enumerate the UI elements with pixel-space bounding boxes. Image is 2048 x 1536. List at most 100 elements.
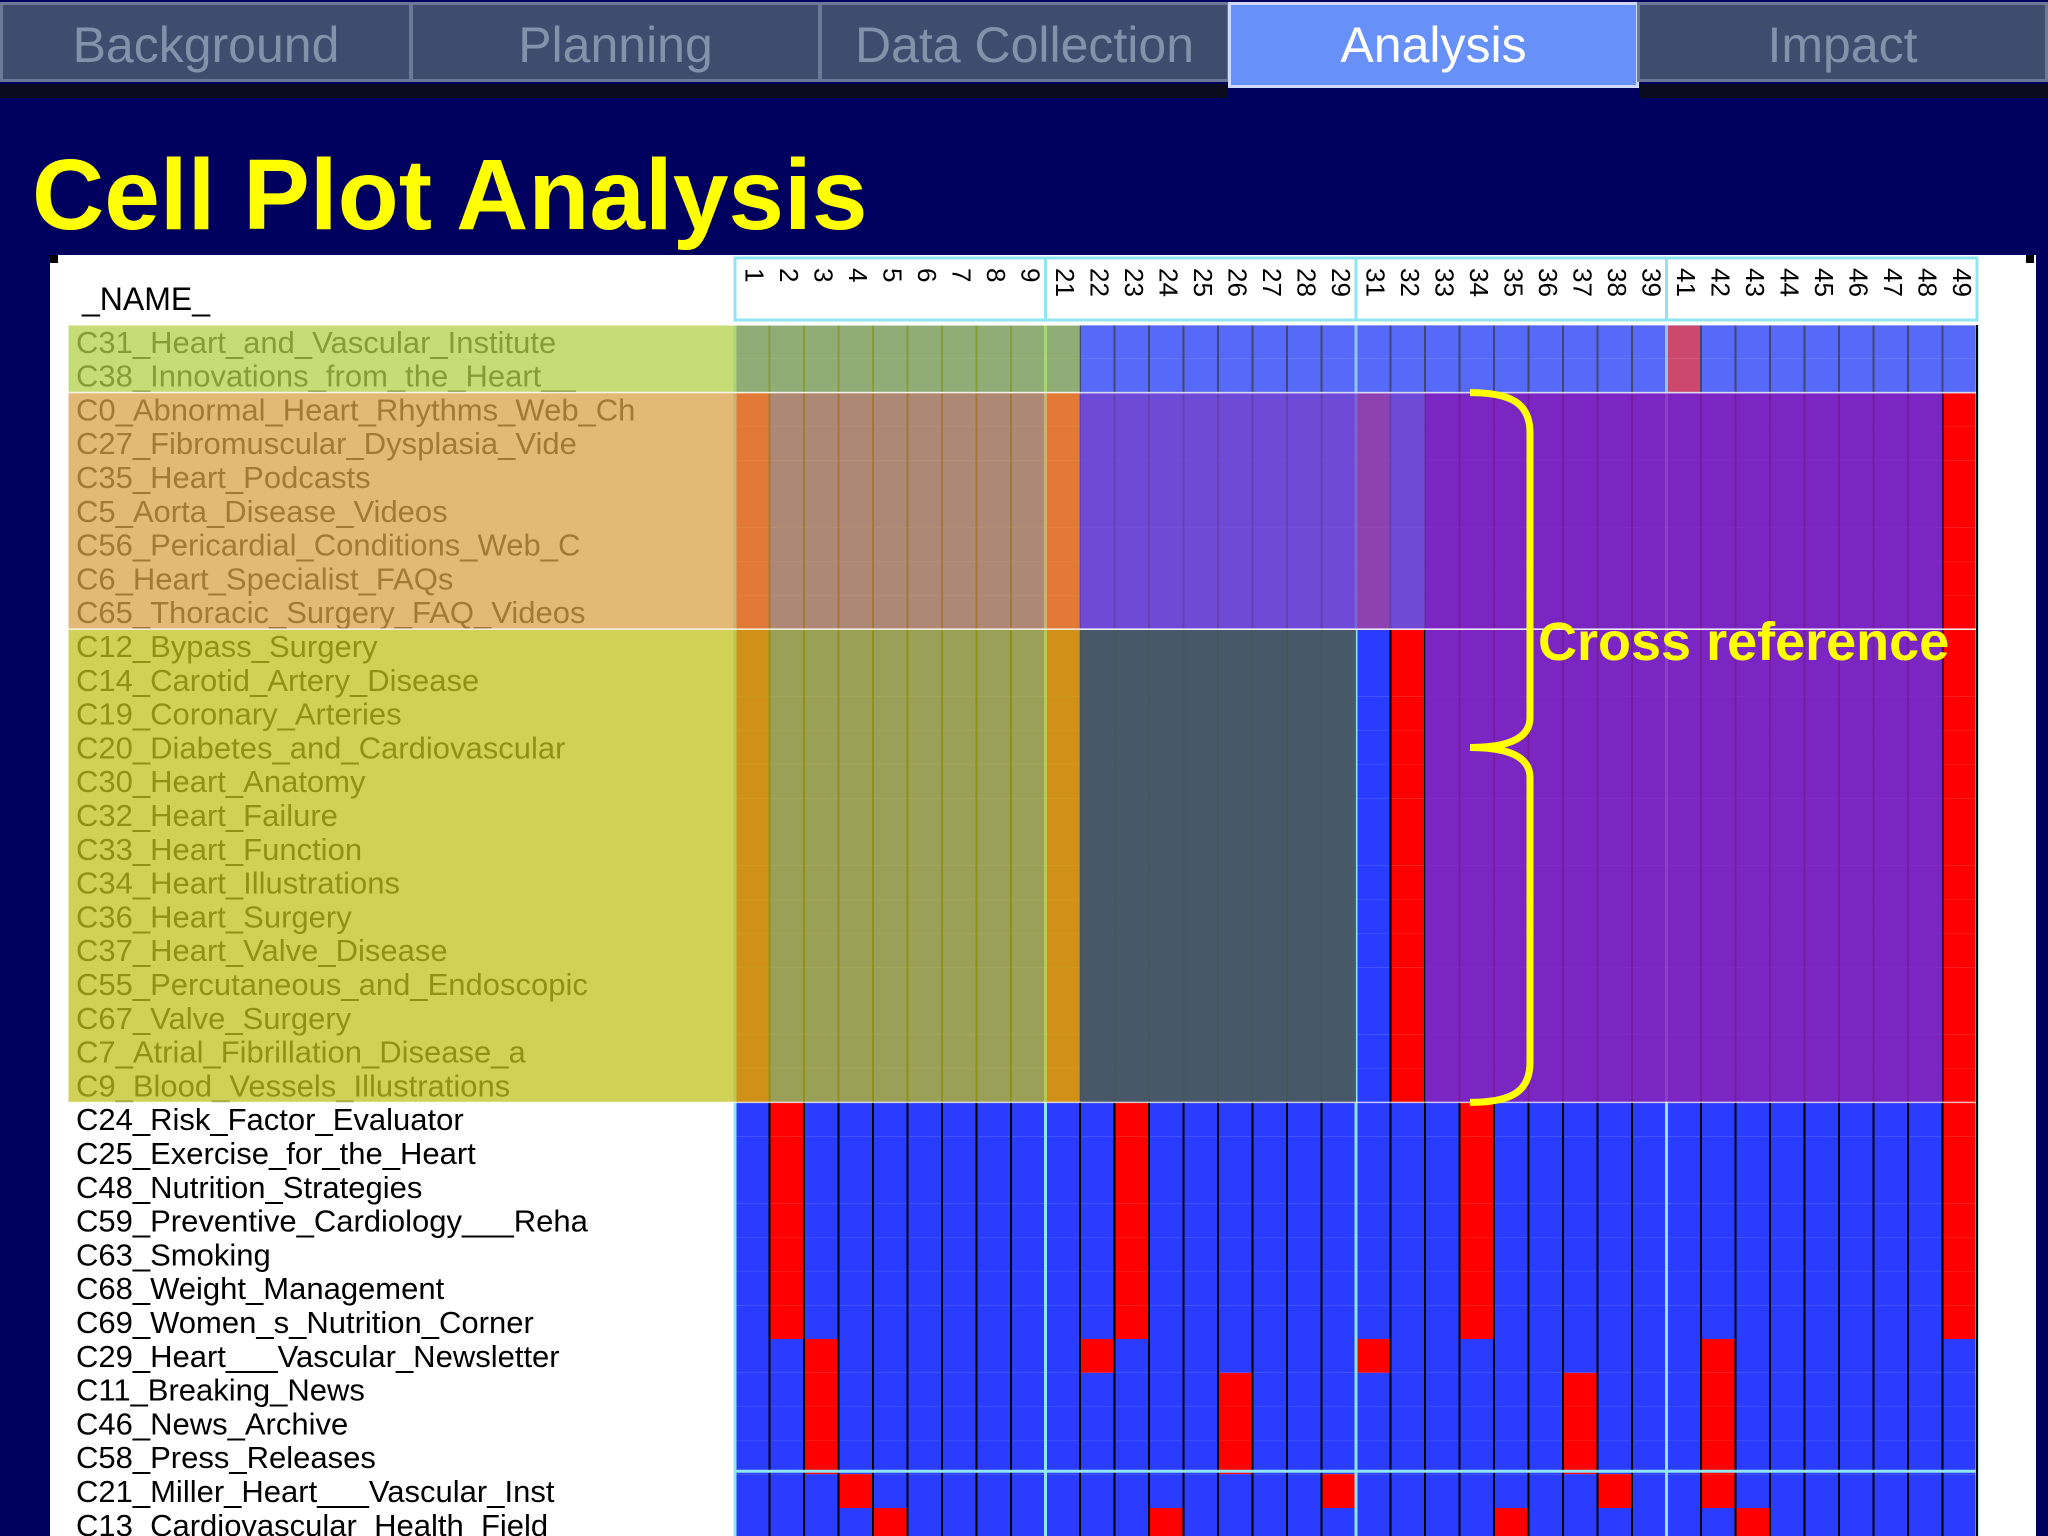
plot-cell xyxy=(873,1271,908,1306)
plot-cell xyxy=(1287,1203,1322,1238)
plot-cell xyxy=(1701,1339,1736,1373)
plot-cell xyxy=(1701,1136,1736,1170)
plot-cell xyxy=(1356,1406,1391,1441)
plot-cell xyxy=(1425,1508,1460,1536)
plot-cell xyxy=(1321,1271,1356,1306)
plot-cell xyxy=(1425,1372,1460,1407)
plot-cell xyxy=(1218,1508,1253,1536)
plot-cell xyxy=(1390,967,1425,1001)
plot-cell xyxy=(1218,1136,1253,1170)
column-label: 48 xyxy=(1912,268,1942,297)
plot-cell xyxy=(1218,1406,1253,1441)
plot-cell xyxy=(1839,1305,1874,1339)
plot-cell xyxy=(1804,1136,1839,1170)
plot-cell xyxy=(1632,1170,1667,1204)
plot-cell xyxy=(1735,1237,1770,1272)
plot-cell xyxy=(1218,325,1253,359)
plot-cell xyxy=(907,1508,942,1536)
plot-cell xyxy=(735,1170,770,1204)
plot-cell xyxy=(1942,527,1977,562)
plot-cell xyxy=(769,1474,804,1508)
plot-cell xyxy=(1839,1237,1874,1272)
plot-cell xyxy=(1666,1203,1701,1238)
tab-data-collection[interactable]: Data Collection xyxy=(819,2,1230,82)
plot-cell xyxy=(976,1102,1011,1137)
plot-cell xyxy=(1528,1372,1563,1407)
plot-cell xyxy=(1390,764,1425,799)
plot-cell xyxy=(1459,1136,1494,1170)
plot-cell xyxy=(1873,1474,1908,1508)
plot-cell xyxy=(1701,1372,1736,1407)
plot-cell xyxy=(1735,1440,1770,1475)
plot-cell xyxy=(1770,358,1805,393)
plot-cell xyxy=(1252,1170,1287,1204)
plot-cell xyxy=(1080,1508,1115,1536)
plot-cell xyxy=(1459,1339,1494,1373)
plot-cell xyxy=(1321,358,1356,393)
tab-analysis[interactable]: Analysis xyxy=(1228,2,1639,88)
plot-cell xyxy=(1873,1102,1908,1137)
highlight-band xyxy=(68,325,1080,393)
plot-cell xyxy=(1149,1271,1184,1306)
plot-cell xyxy=(735,1271,770,1306)
plot-cell xyxy=(1804,1271,1839,1306)
plot-cell xyxy=(1942,764,1977,799)
plot-cell xyxy=(976,1136,1011,1170)
plot-cell xyxy=(1632,1271,1667,1306)
row-label: C13_Cardiovascular_Health_Field xyxy=(76,1508,548,1536)
plot-cell xyxy=(1494,1170,1529,1204)
plot-cell xyxy=(1666,1474,1701,1508)
tab-planning[interactable]: Planning xyxy=(410,2,821,82)
plot-cell xyxy=(1011,1271,1046,1306)
plot-cell xyxy=(976,1339,1011,1373)
plot-cell xyxy=(1321,1305,1356,1339)
plot-cell xyxy=(1149,1305,1184,1339)
plot-cell xyxy=(1390,1271,1425,1306)
plot-cell xyxy=(873,1203,908,1238)
column-label: 28 xyxy=(1291,268,1321,297)
tab-impact[interactable]: Impact xyxy=(1637,2,2048,82)
plot-cell xyxy=(1839,1102,1874,1137)
plot-cell xyxy=(1632,1102,1667,1137)
row-label: C48_Nutrition_Strategies xyxy=(76,1170,422,1205)
plot-cell xyxy=(838,1372,873,1407)
tab-background[interactable]: Background xyxy=(0,2,412,82)
plot-cell xyxy=(1701,1474,1736,1508)
plot-cell xyxy=(1218,1203,1253,1238)
plot-cell xyxy=(1011,1203,1046,1238)
plot-cell xyxy=(873,1136,908,1170)
plot-cell xyxy=(1563,1136,1598,1170)
plot-cell xyxy=(1839,325,1874,359)
plot-cell xyxy=(769,1203,804,1238)
plot-cell xyxy=(1632,1136,1667,1170)
plot-cell xyxy=(1425,1271,1460,1306)
plot-cell xyxy=(1459,1440,1494,1475)
plot-cell xyxy=(1356,1474,1391,1508)
plot-cell xyxy=(1494,1271,1529,1306)
plot-cell xyxy=(1321,1136,1356,1170)
plot-cell xyxy=(1632,1339,1667,1373)
plot-cell xyxy=(1701,1440,1736,1475)
page-title: Cell Plot Analysis xyxy=(32,139,868,251)
plot-cell xyxy=(1942,663,1977,697)
plot-cell xyxy=(1942,1170,1977,1204)
plot-cell xyxy=(1873,1339,1908,1373)
plot-cell xyxy=(1114,1440,1149,1475)
plot-cell xyxy=(1321,1440,1356,1475)
plot-cell xyxy=(1908,1237,1943,1272)
plot-cell xyxy=(907,1474,942,1508)
plot-cell xyxy=(1390,1440,1425,1475)
plot-cell xyxy=(1735,1372,1770,1407)
plot-cell xyxy=(1183,1271,1218,1306)
plot-cell xyxy=(1390,358,1425,393)
plot-cell xyxy=(804,1203,839,1238)
panel-corner-marker xyxy=(2026,255,2034,263)
plot-cell xyxy=(1114,1271,1149,1306)
plot-cell xyxy=(1494,1406,1529,1441)
cross-reference-label: Cross reference xyxy=(1538,612,1950,672)
plot-cell xyxy=(838,1203,873,1238)
plot-cell xyxy=(1252,1508,1287,1536)
plot-cell xyxy=(1873,1237,1908,1272)
plot-cell xyxy=(1908,1406,1943,1441)
